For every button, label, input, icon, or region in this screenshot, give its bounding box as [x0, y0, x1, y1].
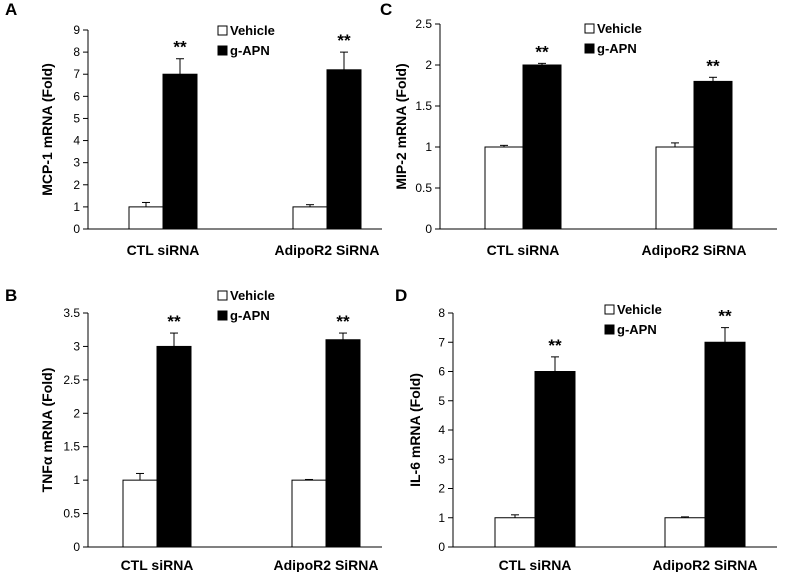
y-tick-label: 0	[425, 222, 432, 236]
chart-b: 0 0.5 1 1.5 2 2.5 3 3.5 TNFα mRNA (Fold) ** CTL si…	[39, 288, 382, 572]
y-tick-label: 0	[73, 222, 80, 236]
x-category-label: CTL siRNA	[127, 242, 200, 258]
legend-swatch	[604, 304, 615, 315]
significance-label: **	[718, 307, 732, 326]
panel-letter: D	[395, 286, 408, 305]
bar-g-apn	[704, 341, 746, 548]
y-tick-label: 2	[425, 58, 432, 72]
panel-letter: A	[5, 0, 18, 19]
y-tick-label: 2	[438, 482, 445, 496]
y-tick-label: 2.5	[415, 17, 432, 31]
y-tick-label: 1.5	[415, 99, 432, 113]
legend-swatch	[604, 324, 615, 335]
panel-letter: B	[5, 286, 18, 305]
significance-label: **	[173, 38, 187, 57]
y-tick-label: 2	[73, 406, 80, 420]
y-tick-label: 3	[73, 339, 80, 353]
y-tick-label: 2.5	[63, 373, 80, 387]
y-axis-label: MIP-2 mRNA (Fold)	[393, 63, 409, 189]
x-category-label: CTL siRNA	[499, 557, 572, 572]
x-category-label: CTL siRNA	[487, 242, 560, 258]
bar-g-apn	[156, 345, 192, 548]
bar-g-apn	[693, 80, 733, 230]
y-tick-label: 3.5	[63, 306, 80, 320]
y-tick-label: 8	[438, 306, 445, 320]
y-tick-label: 5	[438, 394, 445, 408]
bar-g-apn	[326, 69, 362, 230]
y-tick-label: 4	[438, 423, 445, 437]
bar-vehicle	[128, 206, 164, 230]
significance-label: **	[535, 42, 549, 61]
bar-vehicle	[655, 146, 695, 230]
legend-label: g-APN	[597, 41, 637, 56]
significance-label: **	[167, 312, 181, 331]
y-tick-label: 1	[73, 200, 80, 214]
y-tick-label: 8	[73, 45, 80, 59]
y-tick-label: 1.5	[63, 440, 80, 454]
legend-label: Vehicle	[230, 23, 275, 38]
bar-g-apn	[534, 371, 576, 548]
bar-vehicle	[664, 517, 706, 548]
y-axis-label: IL-6 mRNA (Fold)	[407, 373, 423, 487]
y-tick-label: 0	[73, 540, 80, 554]
legend-swatch	[584, 43, 595, 54]
bar-vehicle	[122, 479, 158, 548]
x-category-label: AdipoR2 SiRNA	[653, 557, 758, 572]
legend-label: g-APN	[230, 43, 270, 58]
x-category-label: AdipoR2 SiRNA	[642, 242, 747, 258]
significance-label: **	[336, 312, 350, 331]
legend-swatch	[217, 310, 228, 321]
chart-panel-b: B 0 0.5 1 1.5 2 2.5 3 3.5 TNFα mRNA (Fold) ** CTL …	[0, 286, 395, 572]
legend-swatch	[217, 45, 228, 56]
y-tick-label: 0.5	[415, 181, 432, 195]
x-category-label: CTL siRNA	[121, 557, 194, 572]
bar-vehicle	[494, 517, 536, 548]
legend-label: g-APN	[617, 322, 657, 337]
y-tick-label: 1	[73, 473, 80, 487]
panel-letter: C	[380, 0, 393, 19]
bar-vehicle	[484, 146, 524, 230]
chart-panel-a: A 0 1 2 3 4 5 6 7 8 9 MCP-1 mRNA (Fold) ** CTL siRNA…	[0, 0, 395, 286]
y-tick-label: 9	[73, 23, 80, 37]
chart-c: 0 0.5 1 1.5 2 2.5 MIP-2 mRNA (Fold) ** CTL siRNA…	[393, 17, 777, 258]
chart-d: 0 1 2 3 4 5 6 7 8 IL-6 mRNA (Fold) ** CTL siRNA ** Ad…	[407, 302, 777, 572]
significance-label: **	[706, 56, 720, 75]
y-tick-label: 7	[438, 335, 445, 349]
legend-swatch	[584, 23, 595, 34]
y-tick-label: 2	[73, 178, 80, 192]
y-tick-label: 6	[438, 365, 445, 379]
y-tick-label: 3	[73, 156, 80, 170]
x-category-label: AdipoR2 SiRNA	[275, 242, 380, 258]
legend-label: Vehicle	[617, 302, 662, 317]
x-category-label: AdipoR2 SiRNA	[274, 557, 379, 572]
bar-vehicle	[292, 206, 328, 230]
y-tick-label: 7	[73, 67, 80, 81]
significance-label: **	[548, 336, 562, 355]
y-tick-label: 1	[438, 511, 445, 525]
y-tick-label: 0	[438, 540, 445, 554]
y-tick-label: 5	[73, 111, 80, 125]
y-axis-label: MCP-1 mRNA (Fold)	[39, 63, 55, 195]
y-tick-label: 0.5	[63, 507, 80, 521]
y-axis-label: TNFα mRNA (Fold)	[39, 368, 55, 493]
y-tick-label: 3	[438, 452, 445, 466]
significance-label: **	[337, 31, 351, 50]
y-tick-label: 4	[73, 134, 80, 148]
legend-label: Vehicle	[597, 21, 642, 36]
y-tick-label: 1	[425, 140, 432, 154]
legend-swatch	[217, 25, 228, 36]
legend-swatch	[217, 290, 228, 301]
chart-panel-c: C 0 0.5 1 1.5 2 2.5 MIP-2 mRNA (Fold) ** CTL siR…	[380, 0, 790, 286]
chart-a: 0 1 2 3 4 5 6 7 8 9 MCP-1 mRNA (Fold) ** CTL siRNA **…	[39, 23, 382, 258]
y-tick-label: 6	[73, 89, 80, 103]
bar-g-apn	[325, 339, 361, 548]
bar-g-apn	[522, 64, 562, 230]
bar-vehicle	[291, 479, 327, 548]
legend-label: g-APN	[230, 308, 270, 323]
bar-g-apn	[162, 73, 198, 230]
chart-panel-d: D 0 1 2 3 4 5 6 7 8 IL-6 mRNA (Fold) ** CTL siRNA **…	[395, 286, 790, 572]
legend-label: Vehicle	[230, 288, 275, 303]
